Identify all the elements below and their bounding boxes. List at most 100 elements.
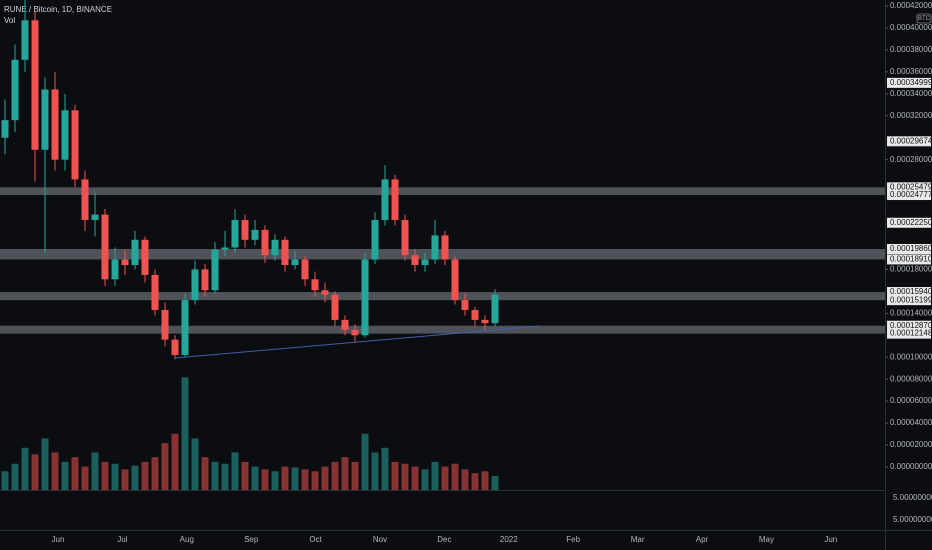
x-tick-label: Mar	[631, 535, 645, 544]
y-tick-label: 0.00040000	[890, 23, 932, 32]
x-tick-label: Sep	[244, 535, 259, 544]
zone-label: 0.00015940	[890, 287, 932, 296]
candle-body	[291, 259, 299, 266]
volume-bar	[211, 461, 219, 490]
chart-title: RUNE / Bitcoin, 1D, BINANCE	[4, 5, 112, 14]
volume-bar	[491, 475, 499, 490]
volume-bar	[81, 466, 89, 490]
candle-body	[351, 329, 359, 336]
candle-body	[191, 269, 199, 301]
candle-body	[151, 274, 159, 311]
volume-bar	[221, 463, 229, 490]
volume-bar	[271, 471, 279, 490]
volume-bar	[401, 463, 409, 490]
candle-body	[411, 255, 419, 266]
volume-bar	[321, 466, 329, 490]
candle-body	[321, 290, 329, 295]
volume-bar	[1, 471, 9, 490]
candle-body	[41, 89, 49, 150]
zone-label: 0.00019860	[890, 244, 932, 253]
y-tick-label: 0.00004000	[890, 418, 932, 427]
x-tick-label: Nov	[373, 535, 387, 544]
volume-bar	[261, 469, 269, 490]
volume-bar	[41, 438, 49, 490]
candle-body	[141, 239, 149, 275]
x-tick-label: Jun	[52, 535, 65, 544]
candle-body	[101, 214, 109, 280]
y-tick-label: 0.00002000	[890, 440, 932, 449]
y-tick-label: 0.00008000	[890, 374, 932, 383]
zone	[0, 292, 885, 301]
candle-body	[111, 259, 119, 280]
candle-body	[481, 319, 489, 324]
candle-body	[281, 239, 289, 266]
volume-bar	[441, 466, 449, 490]
volume-bar	[171, 433, 179, 490]
volume-axis-label: 5.00000000	[893, 515, 932, 524]
zone-label: 0.00015199	[890, 295, 932, 304]
candle-body	[451, 259, 459, 301]
volume-bar	[311, 471, 319, 490]
volume-bar	[421, 469, 429, 490]
volume-bar	[391, 461, 399, 490]
y-tick-label: 0.00034000	[890, 89, 932, 98]
candle-body	[231, 220, 239, 248]
volume-bar	[21, 447, 29, 490]
zone-label: 0.00012870	[890, 321, 932, 330]
volume-bar	[411, 466, 419, 490]
zone-label-box	[887, 287, 931, 298]
level-label-box	[887, 77, 931, 88]
volume-bar	[381, 447, 389, 490]
currency-badge: BTC	[918, 16, 931, 22]
candle-body	[441, 235, 449, 260]
volume-bar	[111, 463, 119, 490]
candle-body	[251, 229, 259, 240]
zone-label-box	[887, 328, 931, 339]
zone-label: 0.00024777	[890, 190, 932, 199]
y-tick-label: 0.00014000	[890, 308, 932, 317]
candle-body	[301, 259, 309, 280]
candle-body	[311, 279, 319, 291]
candle-body	[11, 59, 19, 121]
volume-bar	[371, 452, 379, 490]
volume-bar	[461, 469, 469, 490]
y-tick-label: 0.00038000	[890, 45, 932, 54]
volume-bar	[451, 463, 459, 490]
volume-bar	[61, 461, 69, 490]
candle-body	[471, 310, 479, 320]
candle-body	[91, 214, 99, 221]
zone-label: 0.00018910	[890, 255, 932, 264]
volume-bar	[51, 452, 59, 490]
level-label: 0.00034999	[890, 78, 932, 87]
candle-body	[221, 247, 229, 250]
level-label: 0.00029674	[890, 136, 932, 145]
zone	[0, 325, 885, 334]
volume-bar	[31, 454, 39, 490]
level-label-box	[887, 136, 931, 147]
volume-bar	[121, 469, 129, 490]
x-tick-label: Aug	[180, 535, 194, 544]
y-tick-label: 0.00006000	[890, 396, 932, 405]
candle-body	[71, 110, 79, 180]
candle-body	[331, 294, 339, 320]
volume-bar	[281, 466, 289, 490]
volume-bar	[471, 473, 479, 490]
candle-body	[161, 310, 169, 340]
volume-bar	[151, 457, 159, 490]
y-tick-label: 0.00010000	[890, 352, 932, 361]
x-tick-label: May	[759, 535, 774, 544]
y-tick-label: 0.00032000	[890, 111, 932, 120]
zone-label: 0.00012148	[890, 329, 932, 338]
volume-bar	[131, 465, 139, 490]
candle-body	[381, 179, 389, 221]
zone	[0, 187, 885, 196]
zone-label-box	[887, 320, 931, 331]
volume-label: Vol	[4, 16, 15, 25]
candle-body	[121, 259, 129, 266]
candle-body	[21, 20, 29, 60]
zone-label-box	[887, 182, 931, 193]
volume-bar	[301, 469, 309, 490]
